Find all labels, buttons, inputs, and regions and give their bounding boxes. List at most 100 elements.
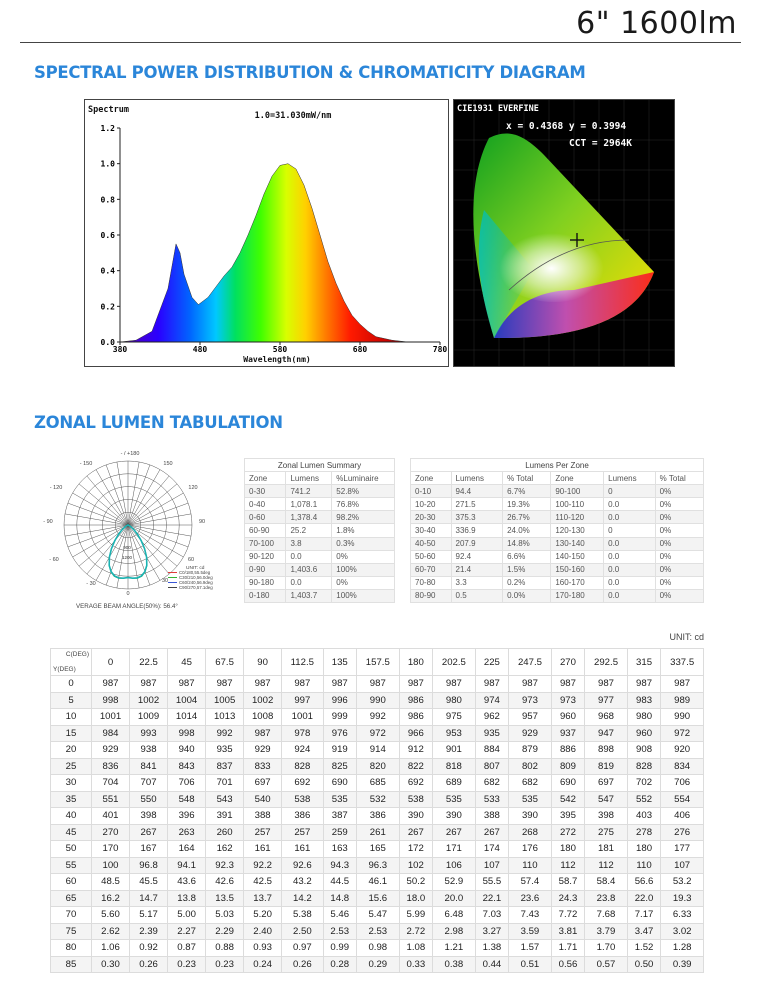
candela-value-cell: 960 [626,724,662,742]
candela-value-cell: 533 [474,790,510,808]
table-cell: 0% [654,484,705,499]
table-cell: 98.2% [331,510,395,525]
polar-label-30: 30 [162,578,168,584]
candela-value-cell: 1.52 [626,939,662,957]
candela-value-cell: 0.99 [322,939,357,957]
candela-value-cell: 2.29 [205,922,245,940]
candela-value-cell: 161 [281,840,324,858]
candela-value-cell: 110 [508,856,552,874]
candela-value-cell: 0.26 [281,955,324,973]
candela-value-cell: 401 [90,807,131,825]
table-cell: 0% [654,497,705,512]
cie-title: CIE1931 EVERFINE [457,104,539,114]
candela-row: 55 100 96.8 94.1 92.3 92.2 92.6 94.3 96.3 102 106 1… [50,856,704,874]
table-corner-cell: C(DEG) Y(DEG) [50,648,92,676]
candela-value-cell: 5.99 [398,906,434,924]
lumens-zone-row: 50-60 92.4 6.6% 140-150 0.0 0% [410,549,705,564]
column-header: % Total [654,471,705,486]
candela-value-cell: 550 [129,790,169,808]
table-cell: 0.2% [502,575,552,590]
candela-value-cell: 0.51 [508,955,552,973]
corner-y-deg: Y(DEG) [53,666,76,673]
polar-legend-label: C90/270,57.1deg [179,585,213,590]
candela-value-cell: 987 [322,675,357,693]
candela-value-cell: 540 [243,790,283,808]
candela-value-cell: 924 [281,741,324,759]
candela-value-cell: 1.57 [508,939,552,957]
lumens-zone-row: 20-30 375.3 26.7% 110-120 0.0 0% [410,510,705,525]
spectrum-ytick-label: 1.0 [101,160,116,169]
candela-value-cell: 257 [281,823,324,841]
candela-value-cell: 962 [474,708,510,726]
table-cell: 0% [654,523,705,538]
candela-value-cell: 998 [167,724,207,742]
candela-value-cell: 552 [626,790,662,808]
zonal-summary-row: 0-90 1,403.6 100% [243,562,395,577]
candela-value-cell: 935 [474,724,510,742]
c-angle-header: 45 [167,648,207,676]
column-header: Zone [550,471,605,486]
candela-value-cell: 13.8 [167,889,207,907]
table-cell: 10-20 [410,497,452,512]
column-header: Lumens [285,471,333,486]
polar-label-m120: - 120 [50,485,63,491]
candela-value-cell: 1.38 [474,939,510,957]
planckian-locus [508,239,630,291]
polar-label-150: 150 [163,461,172,467]
table-cell: 207.9 [450,536,504,551]
candela-value-cell: 106 [432,856,476,874]
candela-value-cell: 2.53 [322,922,357,940]
corner-c-deg: C(DEG) [65,651,89,658]
candela-value-cell: 13.7 [243,889,283,907]
candela-value-cell: 1.21 [432,939,476,957]
table-cell: 24.0% [502,523,552,538]
candela-value-cell: 984 [90,724,131,742]
table-cell: 0.0 [285,575,333,590]
candela-value-cell: 990 [356,691,400,709]
candela-value-cell: 24.3 [550,889,586,907]
candela-value-cell: 983 [626,691,662,709]
candela-value-cell: 706 [660,774,704,792]
candela-value-cell: 542 [550,790,586,808]
candela-value-cell: 386 [356,807,400,825]
candela-value-cell: 992 [356,708,400,726]
c-angle-header: 225 [474,648,510,676]
candela-value-cell: 22.0 [626,889,662,907]
lumens-zone-row: 70-80 3.3 0.2% 160-170 0.0 0% [410,575,705,590]
candela-value-cell: 987 [129,675,169,693]
candela-value-cell: 996 [322,691,357,709]
candela-value-cell: 2.40 [243,922,283,940]
candela-value-cell: 2.27 [167,922,207,940]
candela-row: 45 270 267 263 260 257 257 259 261 267 267 267 268 27… [50,823,704,841]
candela-value-cell: 14.8 [322,889,357,907]
candela-value-cell: 13.5 [205,889,245,907]
candela-row: 40 401 398 396 391 388 386 387 386 390 390 388 390 39… [50,807,704,825]
table-cell: 1,403.7 [285,588,333,604]
candela-value-cell: 177 [660,840,704,858]
candela-value-cell: 689 [432,774,476,792]
gamma-angle-cell: 45 [50,823,92,841]
spectrum-label: Spectrum [88,105,129,115]
candela-value-cell: 837 [205,757,245,775]
zonal-summary-title: Zonal Lumen Summary [244,457,395,473]
candela-value-cell: 989 [660,691,704,709]
candela-value-cell: 174 [474,840,510,858]
candela-value-cell: 692 [398,774,434,792]
table-cell: 1.8% [331,523,395,538]
candela-value-cell: 987 [398,675,434,693]
table-cell: 26.7% [502,510,552,525]
zonal-summary-row: 90-180 0.0 0% [243,575,395,590]
candela-value-cell: 52.9 [432,873,476,891]
candela-row: 0 987 987 987 987 987 987 987 987 987 987 987 987 987… [50,675,704,693]
candela-value-cell: 390 [432,807,476,825]
table-cell: 130-140 [550,536,605,551]
candela-value-cell: 275 [584,823,628,841]
table-cell: 0-10 [410,484,452,499]
gamma-angle-cell: 15 [50,724,92,742]
c-angle-header: 315 [626,648,662,676]
candela-value-cell: 938 [129,741,169,759]
polar-label-m90: - 90 [43,519,52,525]
candela-value-cell: 167 [129,840,169,858]
candela-value-cell: 1.28 [660,939,704,957]
table-cell: 90-100 [550,484,605,499]
